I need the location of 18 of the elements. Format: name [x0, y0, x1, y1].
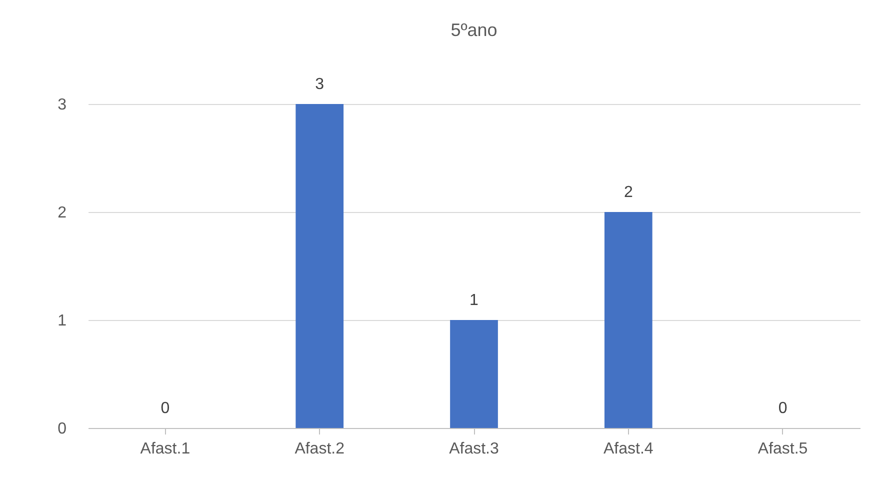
bar: [604, 212, 652, 428]
bar: [296, 104, 344, 428]
x-tick-label: Afast.4: [603, 440, 654, 458]
y-tick-label: 1: [58, 312, 67, 330]
y-tick-label: 2: [58, 204, 67, 222]
data-label: 0: [160, 400, 170, 417]
y-tick-label: 0: [58, 420, 67, 438]
data-label: 2: [624, 184, 633, 201]
bar: [450, 320, 498, 428]
x-tick-label: Afast.5: [758, 440, 808, 458]
x-tick-label: Afast.2: [294, 440, 345, 458]
data-label: 1: [470, 292, 479, 309]
y-tick-label: 3: [58, 96, 67, 114]
x-tick-label: Afast.1: [140, 440, 190, 458]
chart-title: 5ºano: [450, 20, 498, 40]
data-label: 3: [315, 76, 324, 93]
x-tick-label: Afast.3: [449, 440, 499, 458]
data-label: 0: [778, 400, 788, 417]
